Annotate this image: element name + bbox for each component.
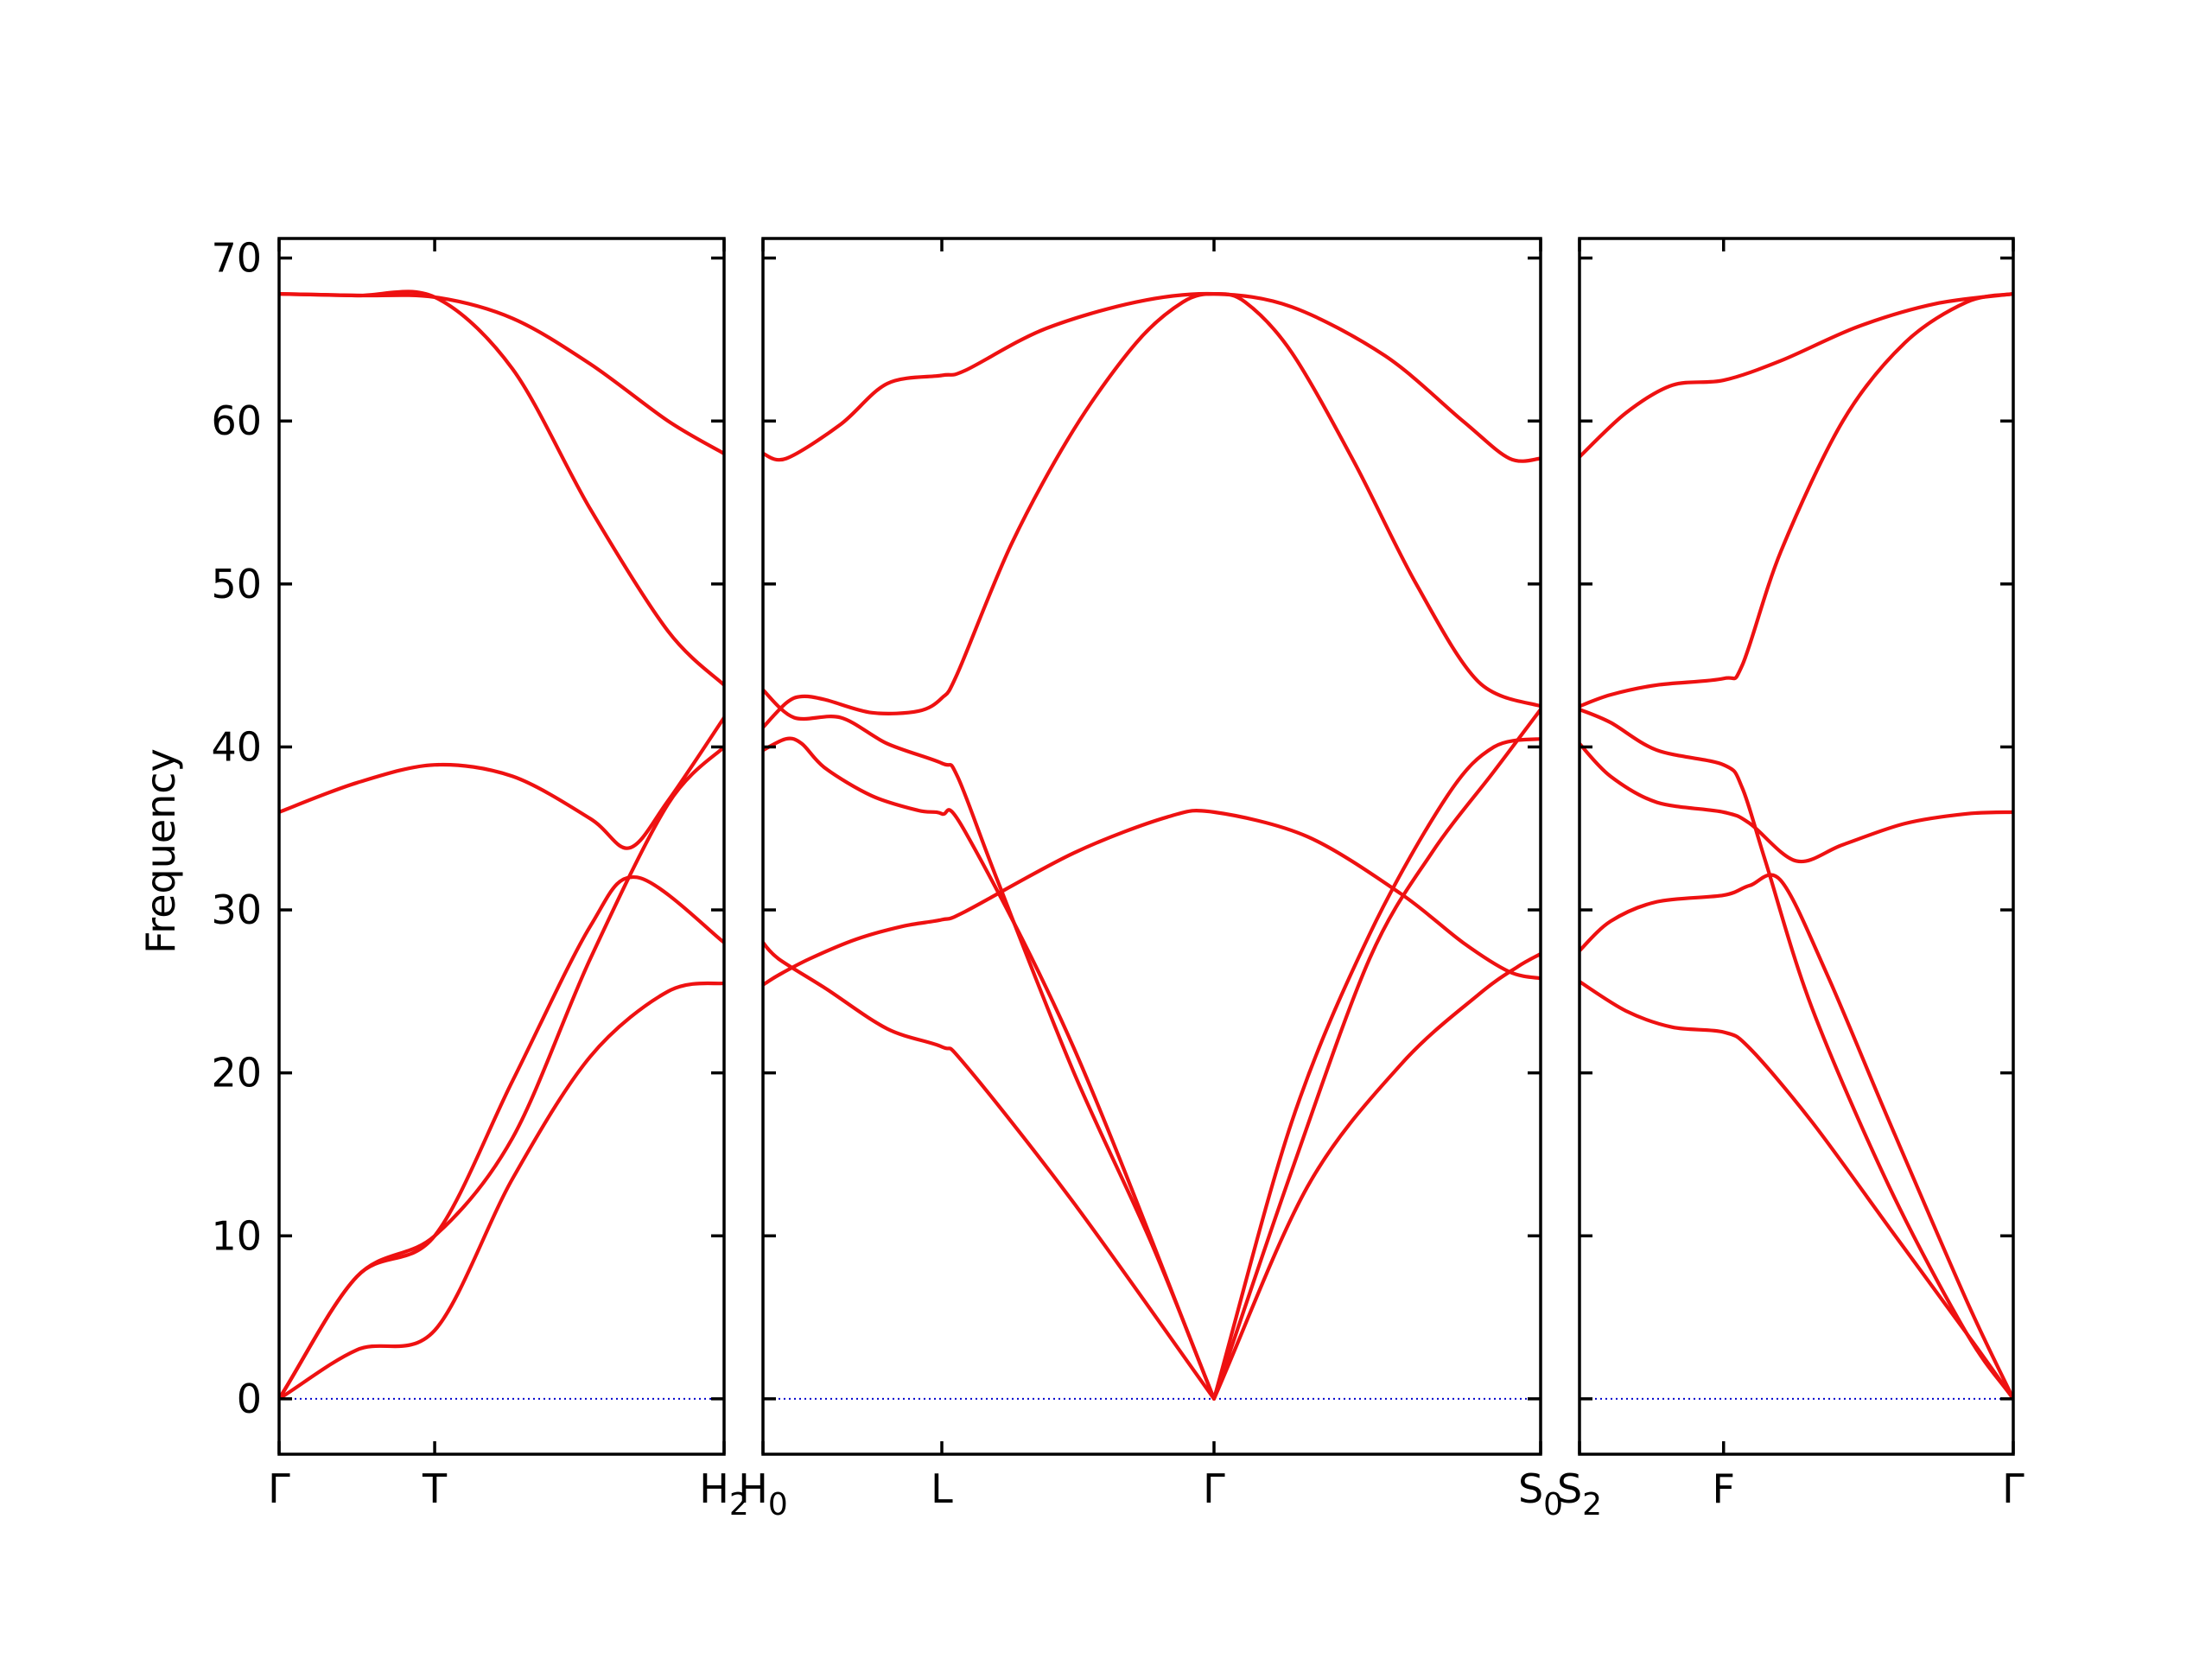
panel-frame [277, 237, 726, 1456]
y-tick-label: 60 [211, 397, 262, 444]
band-1-6 [279, 292, 724, 456]
band-3-4 [1580, 707, 2013, 1401]
band-2-6 [763, 291, 1541, 463]
x-tick-label: S2 [1557, 1465, 1602, 1522]
x-tick-label: Γ [1203, 1465, 1225, 1512]
x-tick-label: Γ [2002, 1465, 2024, 1512]
band-1-3 [279, 745, 724, 1401]
y-tick-label: 0 [237, 1376, 262, 1422]
y-tick-label: 20 [211, 1050, 262, 1096]
y-tick-label: 40 [211, 723, 262, 770]
y-tick-label: 10 [211, 1212, 262, 1259]
panel-frame [1578, 237, 2015, 1456]
panel-frame [761, 237, 1542, 1456]
y-tick-label: 50 [211, 561, 262, 607]
band-1-2 [279, 875, 724, 1401]
y-tick-label: 30 [211, 887, 262, 933]
band-3-3 [1580, 741, 2013, 864]
band-2-4 [763, 688, 1541, 1401]
band-2-2 [763, 940, 1541, 1401]
panel-2: H0 L Γ S0 [738, 237, 1563, 1522]
band-1-4 [279, 715, 724, 850]
band-3-2 [1580, 873, 2013, 1401]
band-2-1 [763, 809, 1541, 987]
bands-panel-2 [763, 291, 1541, 1401]
x-tick-label: L [931, 1465, 953, 1512]
band-3-5 [1580, 292, 2013, 709]
y-tick-label: 70 [211, 235, 262, 282]
bands-panel-3 [1580, 292, 2013, 1401]
band-1-1 [279, 981, 724, 1401]
x-tick-label: F [1713, 1465, 1735, 1512]
band-3-6 [1580, 292, 2013, 459]
x-tick-label: T [422, 1465, 448, 1512]
y-axis-label: Frequency [137, 748, 184, 954]
band-1-5 [279, 289, 724, 687]
bands-panel-1 [279, 289, 724, 1401]
panel-3: S2 F Γ [1557, 237, 2024, 1522]
band-3-1 [1580, 979, 2013, 1401]
band-2-3 [763, 736, 1541, 1401]
x-tick-label: Γ [268, 1465, 290, 1512]
band-2-5 [763, 291, 1541, 729]
